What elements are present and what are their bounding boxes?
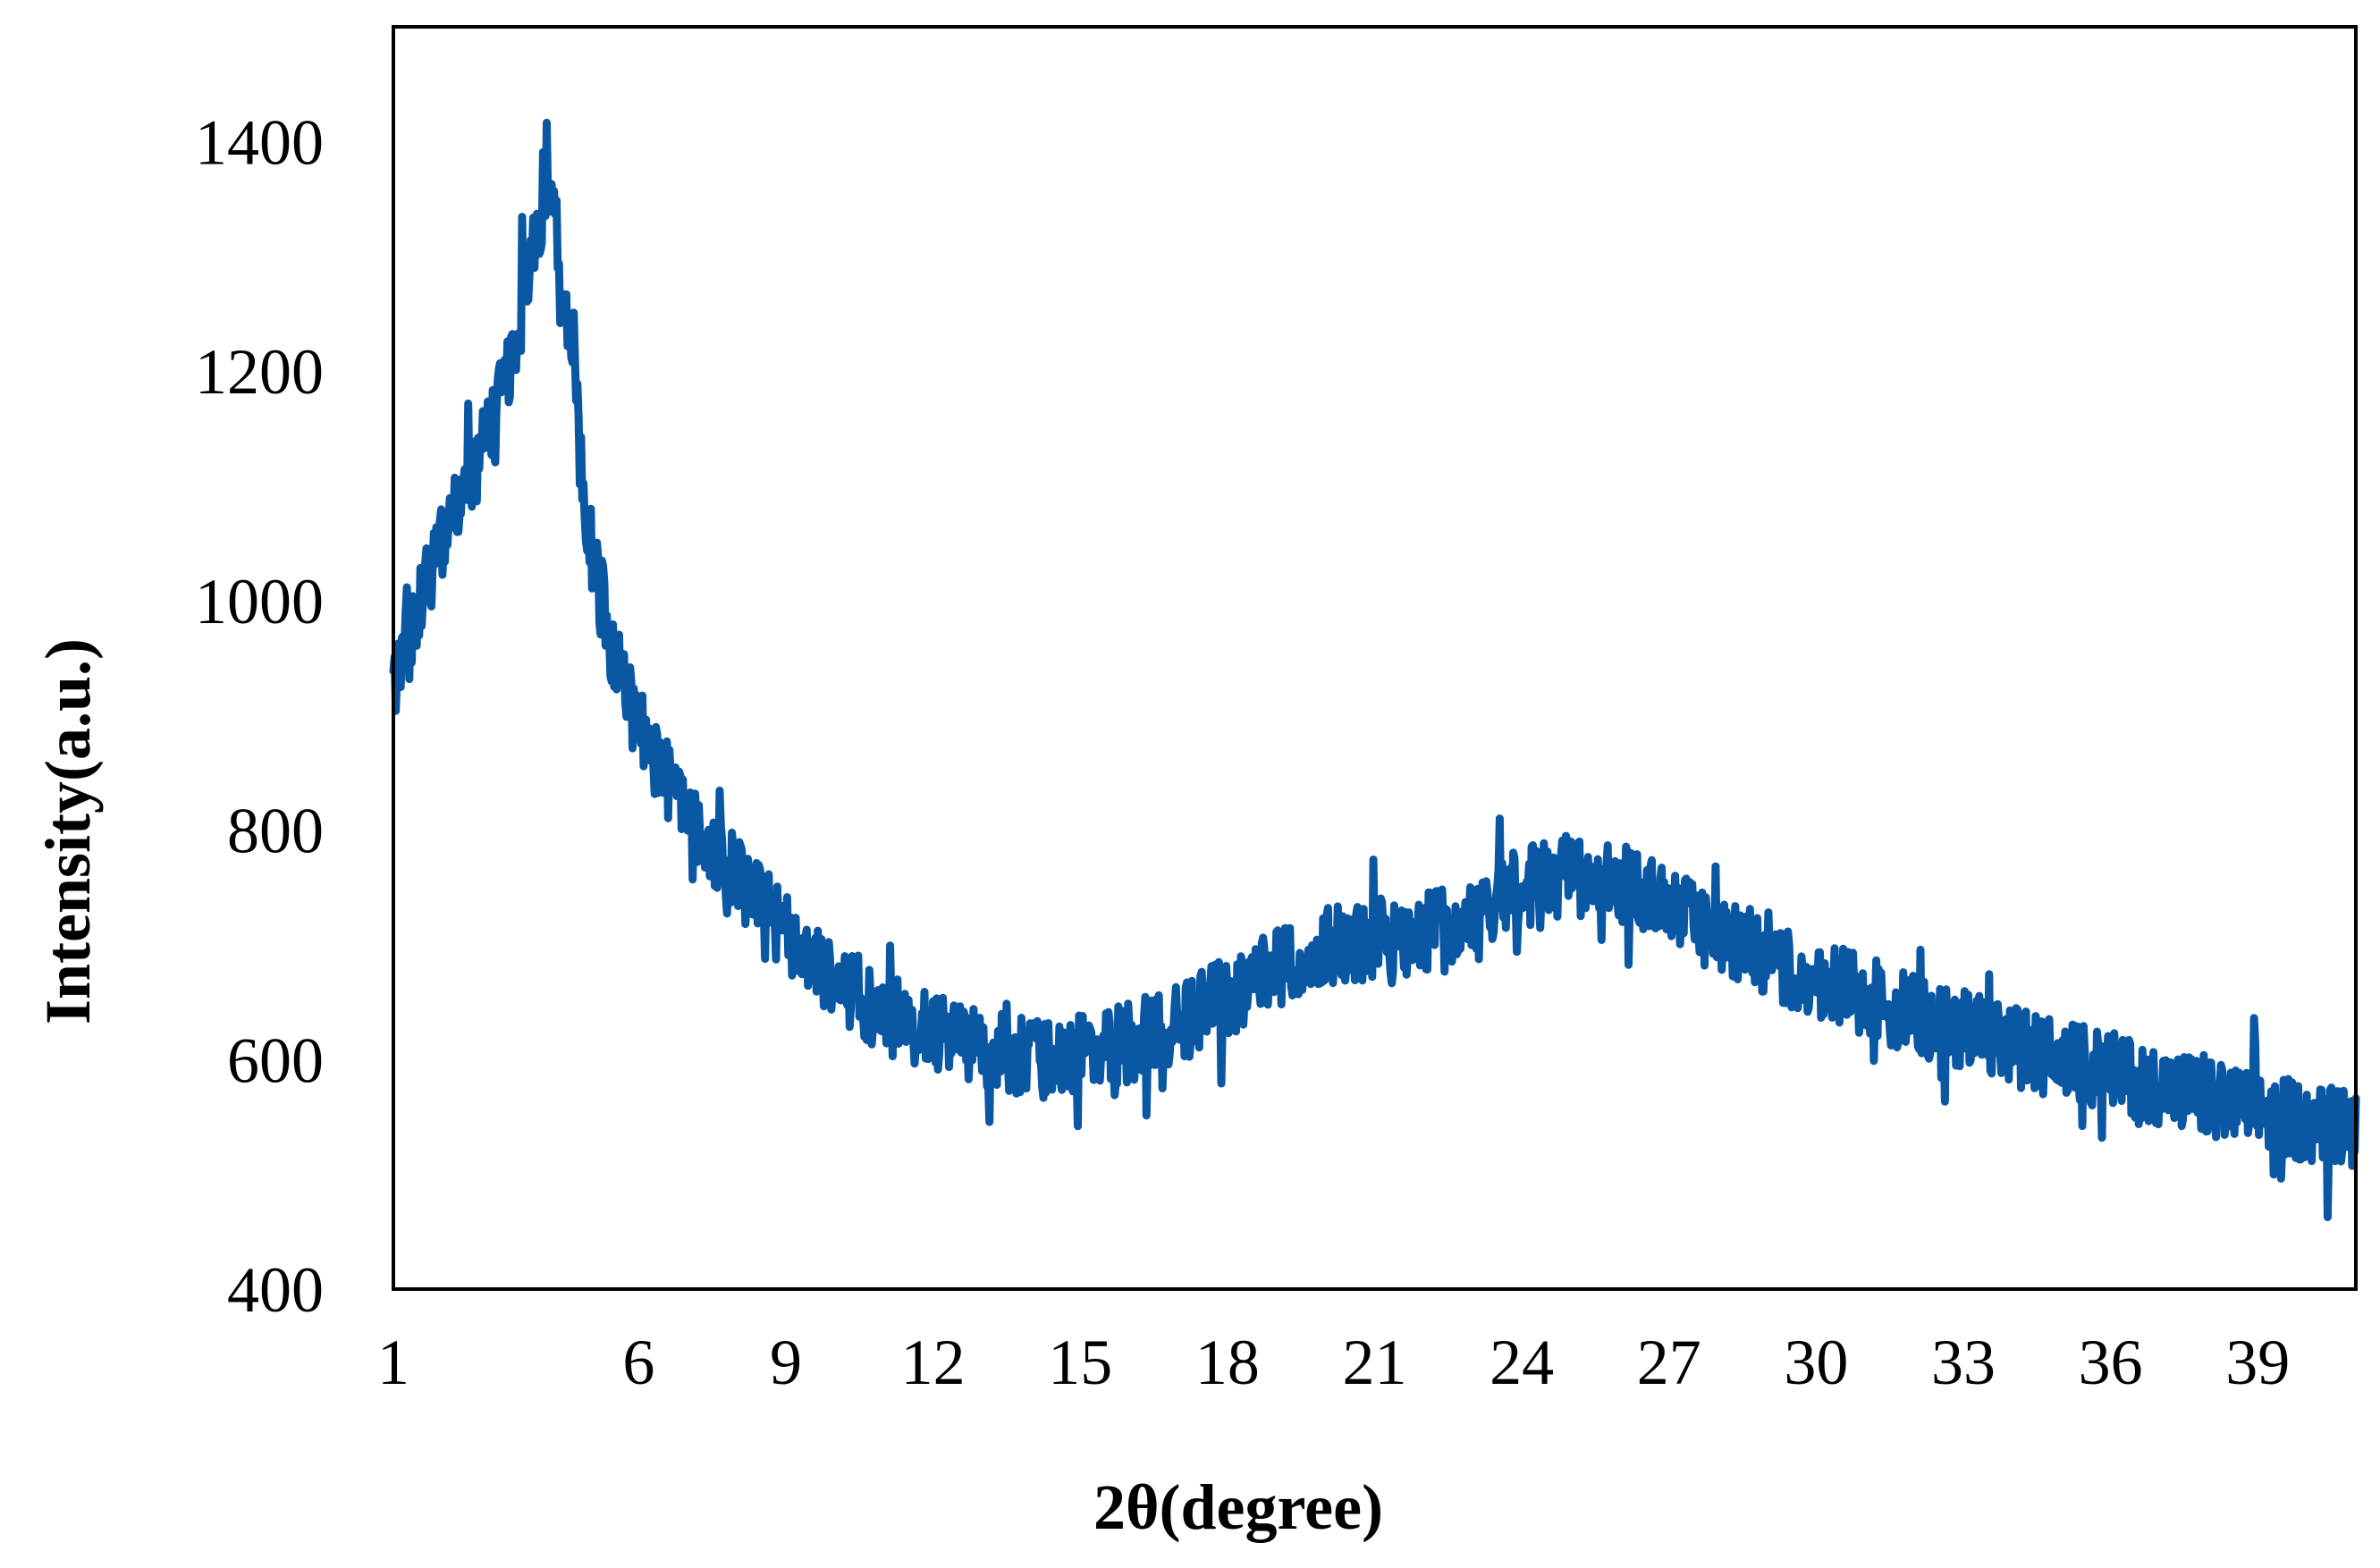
y-tick-label: 1000 (195, 566, 324, 637)
x-tick-label: 9 (770, 1327, 802, 1398)
y-tick-label: 400 (227, 1254, 324, 1326)
x-tick-label: 12 (901, 1327, 966, 1398)
x-tick-label: 15 (1048, 1327, 1112, 1398)
x-tick-label: 24 (1490, 1327, 1554, 1398)
series-line (389, 118, 2360, 1221)
x-axis-title: 2θ(degree) (1093, 1471, 1383, 1543)
x-tick-label: 21 (1343, 1327, 1407, 1398)
x-tick-label: 39 (2225, 1327, 2290, 1398)
y-tick-label: 1400 (195, 106, 324, 178)
x-tick-label: 36 (2079, 1327, 2143, 1398)
y-axis-title: Intensity(a.u.) (32, 638, 104, 1024)
x-tick-label: 1 (377, 1327, 409, 1398)
x-tick-label: 33 (1931, 1327, 1996, 1398)
x-tick-label: 27 (1637, 1327, 1701, 1398)
plot-frame (392, 25, 2358, 1291)
y-tick-label: 800 (227, 796, 324, 867)
x-tick-label: 6 (622, 1327, 654, 1398)
y-tick-label: 600 (227, 1024, 324, 1096)
plot-area (389, 118, 2360, 1221)
y-tick-labels: 400 600 800 1000 1200 1400 (195, 106, 324, 1326)
y-tick-label: 1200 (195, 336, 324, 408)
x-tick-labels: 1 6 9 12 15 18 21 24 27 30 33 36 39 (377, 1327, 2290, 1398)
x-tick-label: 30 (1784, 1327, 1848, 1398)
x-tick-label: 18 (1195, 1327, 1260, 1398)
